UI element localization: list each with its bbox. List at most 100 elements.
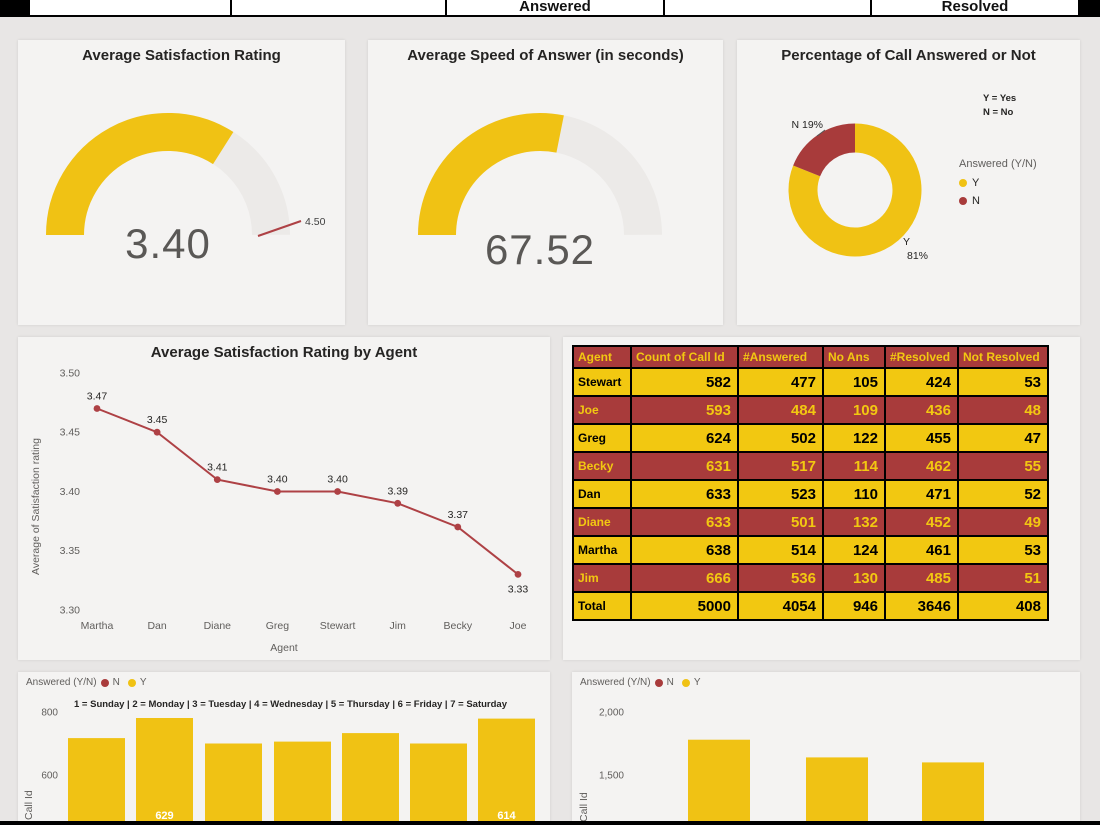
gauge-fill-arc[interactable]	[418, 113, 564, 236]
value-cell[interactable]: 49	[957, 507, 1049, 537]
data-point-dan[interactable]	[153, 428, 161, 436]
value-cell[interactable]: 48	[957, 395, 1049, 425]
value-cell[interactable]: 424	[884, 367, 959, 397]
data-point-jim[interactable]	[394, 499, 402, 507]
value-cell[interactable]: 471	[884, 479, 959, 509]
column-header[interactable]: Agent	[572, 345, 632, 369]
table-row-martha[interactable]: Martha 638 514 124 461 53	[572, 535, 1049, 565]
donut-slice-yes[interactable]	[788, 123, 922, 257]
value-cell[interactable]: 52	[957, 479, 1049, 509]
donut-slice-no[interactable]	[793, 123, 856, 177]
table-row-stewart[interactable]: Stewart 582 477 105 424 53	[572, 367, 1049, 397]
column-header[interactable]: No Ans	[822, 345, 886, 369]
legend-label[interactable]: N	[666, 677, 674, 688]
value-cell[interactable]: 4054	[737, 591, 824, 621]
bar[interactable]	[136, 718, 193, 825]
value-cell[interactable]: 3646	[884, 591, 959, 621]
kpi-card-resolved[interactable]: Resolved	[872, 0, 1080, 17]
value-cell[interactable]: 666	[630, 563, 739, 593]
value-cell[interactable]: 523	[737, 479, 824, 509]
legend-label[interactable]: Y	[139, 677, 147, 688]
agent-name-cell[interactable]: Joe	[572, 395, 632, 425]
value-cell[interactable]: 110	[822, 479, 886, 509]
answered-donut-chart[interactable]: N 19% Y 81%	[737, 40, 1080, 325]
legend-item-n[interactable]: N	[959, 195, 1037, 207]
value-cell[interactable]: 51	[957, 563, 1049, 593]
value-cell[interactable]: 633	[630, 479, 739, 509]
bar[interactable]	[922, 762, 984, 825]
agent-summary-table[interactable]: Agent Count of Call Id #Answered No Ans #Res…	[572, 345, 1049, 621]
bar[interactable]	[410, 743, 467, 825]
value-cell[interactable]: 461	[884, 535, 959, 565]
bar[interactable]	[806, 757, 868, 825]
value-cell[interactable]: 105	[822, 367, 886, 397]
value-cell[interactable]: 55	[957, 451, 1049, 481]
value-cell[interactable]: 946	[822, 591, 886, 621]
table-row-joe[interactable]: Joe 593 484 109 436 48	[572, 395, 1049, 425]
bar[interactable]	[274, 741, 331, 825]
kpi-card-answered[interactable]: Answered	[447, 0, 665, 17]
calls-bar-chart-2[interactable]: 2,000 1,500	[572, 672, 1080, 825]
data-point-becky[interactable]	[454, 523, 462, 531]
table-row-diane[interactable]: Diane 633 501 132 452 49	[572, 507, 1049, 537]
data-point-martha[interactable]	[93, 405, 101, 412]
agent-name-cell[interactable]: Total	[572, 591, 632, 621]
legend-item-y[interactable]: Y	[959, 177, 1037, 189]
bar[interactable]	[688, 739, 750, 825]
value-cell[interactable]: 53	[957, 535, 1049, 565]
gauge-fill-arc[interactable]	[46, 113, 234, 236]
satisfaction-gauge-chart[interactable]: 4.50	[18, 40, 345, 325]
value-cell[interactable]: 114	[822, 451, 886, 481]
kpi-card-1[interactable]	[28, 0, 232, 17]
agent-name-cell[interactable]: Becky	[572, 451, 632, 481]
bar[interactable]	[68, 738, 125, 825]
bar[interactable]	[205, 743, 262, 825]
data-point-joe[interactable]	[514, 571, 522, 578]
table-row-dan[interactable]: Dan 633 523 110 471 52	[572, 479, 1049, 509]
value-cell[interactable]: 477	[737, 367, 824, 397]
value-cell[interactable]: 485	[884, 563, 959, 593]
value-cell[interactable]: 130	[822, 563, 886, 593]
value-cell[interactable]: 593	[630, 395, 739, 425]
value-cell[interactable]: 109	[822, 395, 886, 425]
satisfaction-line-chart[interactable]: 3.50 3.45 3.40 3.35 3.30 3.47 Martha 3.45 Dan 3.4…	[18, 337, 550, 660]
table-row-jim[interactable]: Jim 666 536 130 485 51	[572, 563, 1049, 593]
satisfaction-line[interactable]	[96, 407, 519, 576]
column-header[interactable]: #Answered	[737, 345, 824, 369]
value-cell[interactable]: 502	[737, 423, 824, 453]
value-cell[interactable]: 536	[737, 563, 824, 593]
value-cell[interactable]: 638	[630, 535, 739, 565]
legend-label[interactable]: N	[112, 677, 120, 688]
data-point-stewart[interactable]	[334, 488, 341, 495]
column-header[interactable]: Not Resolved	[957, 345, 1049, 369]
agent-name-cell[interactable]: Jim	[572, 563, 632, 593]
value-cell[interactable]: 631	[630, 451, 739, 481]
kpi-card-4[interactable]	[665, 0, 872, 17]
data-point-diane[interactable]	[213, 476, 221, 483]
value-cell[interactable]: 517	[737, 451, 824, 481]
value-cell[interactable]: 408	[957, 591, 1049, 621]
value-cell[interactable]: 47	[957, 423, 1049, 453]
value-cell[interactable]: 124	[822, 535, 886, 565]
kpi-card-2[interactable]	[232, 0, 447, 17]
table-row-total[interactable]: Total 5000 4054 946 3646 408	[572, 591, 1049, 621]
value-cell[interactable]: 132	[822, 507, 886, 537]
agent-name-cell[interactable]: Martha	[572, 535, 632, 565]
bar[interactable]	[342, 733, 399, 825]
legend-label[interactable]: Y	[693, 677, 701, 688]
value-cell[interactable]: 122	[822, 423, 886, 453]
value-cell[interactable]: 514	[737, 535, 824, 565]
bar[interactable]	[478, 718, 535, 825]
table-row-greg[interactable]: Greg 624 502 122 455 47	[572, 423, 1049, 453]
value-cell[interactable]: 436	[884, 395, 959, 425]
value-cell[interactable]: 582	[630, 367, 739, 397]
agent-name-cell[interactable]: Diane	[572, 507, 632, 537]
agent-name-cell[interactable]: Stewart	[572, 367, 632, 397]
value-cell[interactable]: 501	[737, 507, 824, 537]
agent-name-cell[interactable]: Greg	[572, 423, 632, 453]
column-header[interactable]: Count of Call Id	[630, 345, 739, 369]
value-cell[interactable]: 484	[737, 395, 824, 425]
value-cell[interactable]: 455	[884, 423, 959, 453]
value-cell[interactable]: 452	[884, 507, 959, 537]
speed-gauge-chart[interactable]	[368, 40, 723, 325]
